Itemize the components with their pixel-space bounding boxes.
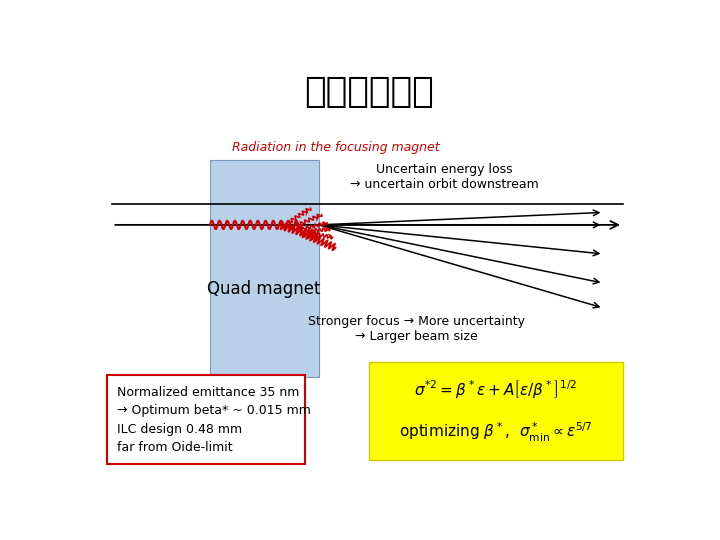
Text: Quad magnet: Quad magnet — [207, 280, 321, 298]
Text: 生出リミット: 生出リミット — [304, 75, 434, 109]
Text: optimizing $\beta^*$,  $\sigma^*_{\rm min} \propto \varepsilon^{5/7}$: optimizing $\beta^*$, $\sigma^*_{\rm min… — [400, 421, 593, 444]
Text: → Optimum beta* ~ 0.015 mm: → Optimum beta* ~ 0.015 mm — [117, 404, 310, 417]
Text: Normalized emittance 35 nm: Normalized emittance 35 nm — [117, 386, 299, 399]
Bar — [210, 160, 319, 377]
Text: ILC design 0.48 mm: ILC design 0.48 mm — [117, 423, 242, 436]
Text: far from Oide-limit: far from Oide-limit — [117, 441, 233, 454]
Text: Radiation in the focusing magnet: Radiation in the focusing magnet — [232, 141, 439, 154]
Bar — [107, 375, 305, 464]
Text: Uncertain energy loss
→ uncertain orbit downstream: Uncertain energy loss → uncertain orbit … — [350, 163, 539, 191]
Text: Stronger focus → More uncertainty
→ Larger beam size: Stronger focus → More uncertainty → Larg… — [308, 315, 525, 343]
Bar — [369, 362, 623, 460]
Text: $\sigma^{*2} = \beta^*\varepsilon + A\left[\varepsilon/\beta^*\right]^{1/2}$: $\sigma^{*2} = \beta^*\varepsilon + A\le… — [415, 379, 577, 401]
